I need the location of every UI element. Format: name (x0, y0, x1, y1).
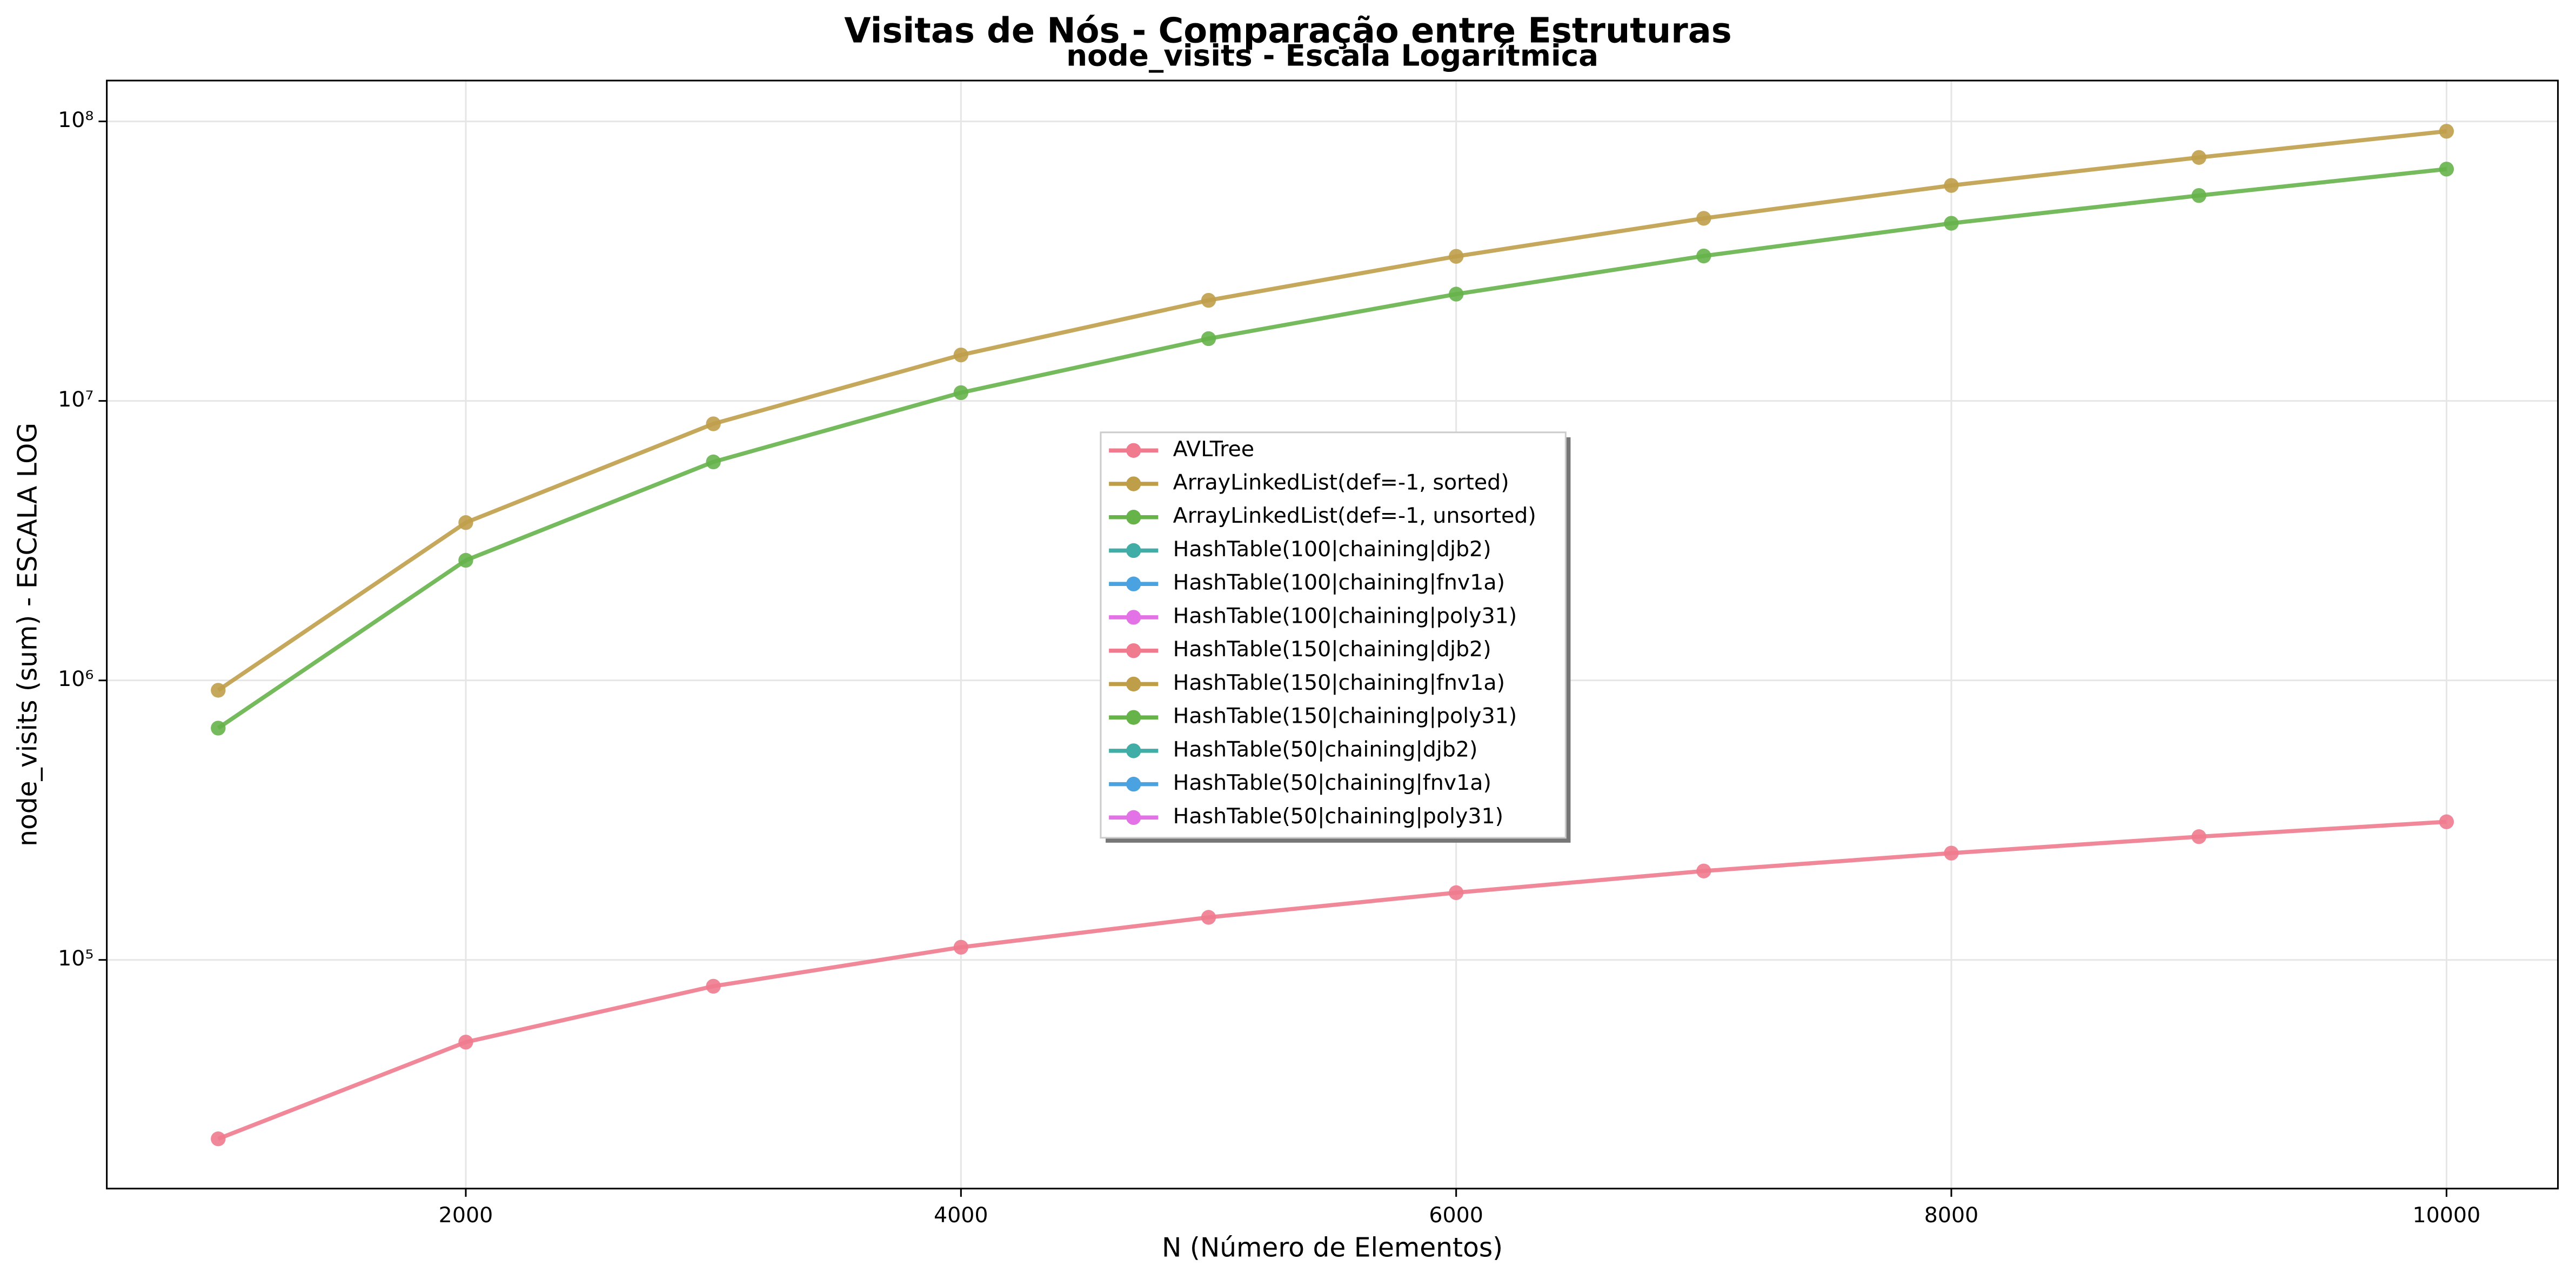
data-point (1201, 910, 1216, 925)
legend-label: AVLTree (1173, 437, 1254, 462)
y-axis-label: node_visits (sum) - ESCALA LOG (13, 423, 43, 847)
data-point (458, 552, 473, 568)
data-point (953, 385, 969, 401)
x-tick-label: 10000 (2413, 1203, 2481, 1228)
legend-marker (1126, 543, 1141, 558)
data-point (1696, 863, 1711, 878)
legend-marker (1126, 510, 1141, 525)
x-tick-label: 8000 (1924, 1203, 1979, 1228)
data-point (1448, 287, 1464, 302)
x-tick-label: 4000 (934, 1203, 988, 1228)
plot-frame (106, 79, 2559, 1190)
legend-marker (1126, 743, 1141, 758)
data-point (458, 515, 473, 530)
series-line (217, 129, 2447, 692)
legend-label: HashTable(100|chaining|poly31) (1173, 603, 1517, 628)
y-tick-label: 10⁷ (58, 387, 93, 412)
series (211, 814, 2454, 1147)
data-point (1448, 249, 1464, 264)
legend-label: HashTable(150|chaining|fnv1a) (1173, 670, 1505, 695)
data-point (211, 1131, 226, 1147)
legend-label: HashTable(150|chaining|djb2) (1173, 637, 1491, 662)
x-axis-label: N (Número de Elementos) (1162, 1233, 1503, 1263)
y-tick-label: 10⁸ (58, 108, 93, 132)
chart-subtitle: node_visits - Escala Logarítmica (1066, 38, 1598, 73)
series-line (217, 820, 2447, 1141)
legend-marker (1126, 710, 1141, 725)
data-point (953, 940, 969, 955)
data-point (1944, 178, 1959, 193)
data-point (1944, 845, 1959, 861)
data-point (1448, 885, 1464, 901)
legend-marker (1126, 443, 1141, 458)
legend-marker (1126, 610, 1141, 625)
legend (1100, 431, 1567, 839)
legend-marker (1126, 776, 1141, 792)
legend-label: HashTable(50|chaining|poly31) (1173, 804, 1503, 829)
legend-marker (1126, 810, 1141, 825)
data-point (1944, 216, 1959, 231)
data-point (2191, 829, 2206, 844)
legend-marker (1126, 576, 1141, 591)
y-tick-label: 10⁶ (58, 667, 93, 691)
data-point (1696, 248, 1711, 264)
legend-label: HashTable(50|chaining|fnv1a) (1173, 770, 1491, 795)
legend-label: HashTable(50|chaining|djb2) (1173, 737, 1478, 762)
data-point (706, 454, 721, 470)
data-point (1696, 211, 1711, 226)
legend-label: HashTable(100|chaining|fnv1a) (1173, 570, 1505, 595)
legend-marker (1126, 643, 1141, 658)
data-point (2439, 814, 2454, 829)
data-point (2439, 162, 2454, 177)
legend-marker (1126, 676, 1141, 692)
data-point (2191, 188, 2206, 203)
data-point (2439, 124, 2454, 139)
legend-label: HashTable(100|chaining|djb2) (1173, 537, 1491, 562)
legend-label: ArrayLinkedList(def=-1, unsorted) (1173, 503, 1536, 528)
legend-label: HashTable(150|chaining|poly31) (1173, 704, 1517, 729)
data-point (706, 978, 721, 994)
chart-title: Visitas de Nós - Comparação entre Estrut… (844, 11, 1732, 51)
y-tick-label: 10⁵ (58, 946, 93, 971)
data-point (953, 347, 969, 363)
x-tick-label: 2000 (439, 1203, 493, 1228)
series-line (217, 167, 2447, 730)
x-tick-label: 6000 (1429, 1203, 1483, 1228)
data-point (211, 683, 226, 698)
data-point (458, 1035, 473, 1050)
series (211, 162, 2454, 736)
series (211, 124, 2454, 698)
legend-label: ArrayLinkedList(def=-1, sorted) (1173, 470, 1509, 495)
data-point (211, 721, 226, 736)
legend-marker (1126, 476, 1141, 491)
data-point (1201, 292, 1216, 308)
data-point (1201, 331, 1216, 347)
data-point (706, 416, 721, 431)
data-point (2191, 150, 2206, 165)
